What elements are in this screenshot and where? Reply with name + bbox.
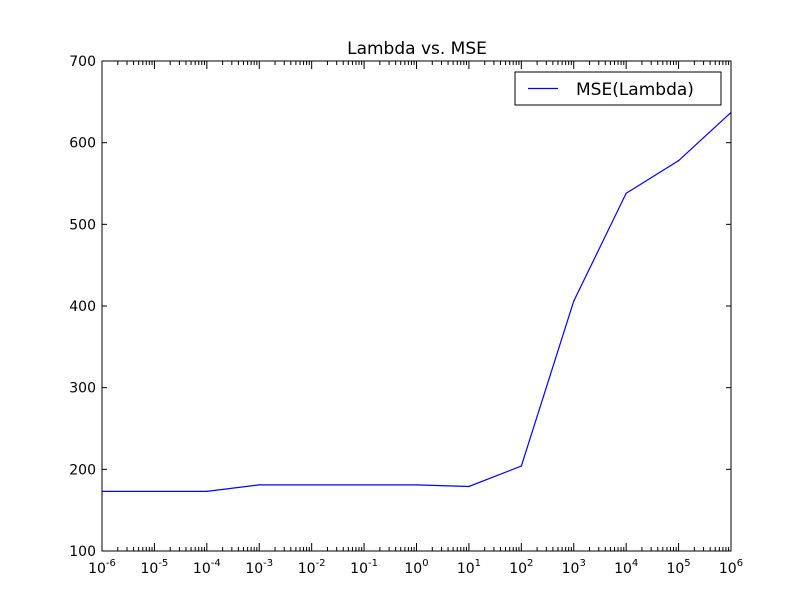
y-tick-label: 300 xyxy=(69,381,96,397)
data-point xyxy=(573,300,575,302)
x-tick-label: 103 xyxy=(562,558,586,577)
y-tick-label: 400 xyxy=(69,299,96,315)
x-tick-label: 10-1 xyxy=(350,558,378,577)
x-tick-exponent: 1 xyxy=(475,558,481,569)
x-axis: 10-6 10-5 10-4 10-3 10-2 10-1 100 101 102 103 104 1… xyxy=(88,61,743,577)
x-tick-label: 10-6 xyxy=(88,558,116,577)
x-tick-label: 10-3 xyxy=(245,558,273,577)
legend-label: MSE(Lambda) xyxy=(576,80,694,100)
x-tick-label: 10-4 xyxy=(193,558,221,577)
plot-series xyxy=(101,111,732,492)
x-tick-label: 104 xyxy=(614,558,638,577)
x-tick-base: 10 xyxy=(245,561,263,577)
chart-title: Lambda vs. MSE xyxy=(347,39,487,59)
x-tick-exponent: 0 xyxy=(422,558,428,569)
x-tick-base: 10 xyxy=(193,561,211,577)
x-tick-exponent: 5 xyxy=(684,558,690,569)
data-point xyxy=(677,160,680,162)
x-tick-exponent: -5 xyxy=(158,558,168,569)
y-tick-label: 200 xyxy=(69,462,96,478)
x-tick-exponent: -6 xyxy=(106,558,116,569)
y-tick-label: 700 xyxy=(69,54,96,70)
x-tick-label: 100 xyxy=(404,558,428,577)
x-tick-label: 101 xyxy=(457,558,481,577)
x-tick-exponent: 4 xyxy=(632,558,638,569)
x-tick-exponent: 3 xyxy=(579,558,585,569)
y-tick-label: 600 xyxy=(69,136,96,152)
x-tick-exponent: -2 xyxy=(316,558,326,569)
x-tick-base: 10 xyxy=(88,561,106,577)
data-point xyxy=(206,490,208,492)
legend: MSE(Lambda) xyxy=(514,71,722,106)
x-tick-label: 105 xyxy=(666,558,690,577)
series-line xyxy=(102,112,732,492)
x-tick-base: 10 xyxy=(457,561,475,577)
x-tick-base: 10 xyxy=(404,561,422,577)
y-axis: 100 200 300 400 500 600 700 xyxy=(69,54,731,560)
data-point xyxy=(625,192,627,194)
y-tick-label: 500 xyxy=(69,217,96,233)
x-tick-label: 10-5 xyxy=(141,558,169,577)
data-point xyxy=(258,484,260,486)
x-tick-base: 10 xyxy=(509,561,527,577)
x-tick-exponent: -4 xyxy=(211,558,221,569)
x-tick-base: 10 xyxy=(614,561,632,577)
x-tick-exponent: 6 xyxy=(737,558,743,569)
data-point xyxy=(468,485,470,488)
data-point xyxy=(415,484,418,486)
x-tick-base: 10 xyxy=(141,561,159,577)
x-tick-base: 10 xyxy=(298,561,316,577)
x-tick-base: 10 xyxy=(666,561,684,577)
x-tick-base: 10 xyxy=(719,561,737,577)
x-tick-exponent: -1 xyxy=(368,558,378,569)
x-tick-label: 106 xyxy=(719,558,743,577)
x-tick-exponent: -3 xyxy=(263,558,273,569)
x-tick-base: 10 xyxy=(350,561,368,577)
y-tick-label: 100 xyxy=(69,544,96,560)
plot-frame xyxy=(101,60,732,552)
data-point xyxy=(520,465,522,467)
x-tick-label: 102 xyxy=(509,558,533,577)
x-tick-base: 10 xyxy=(562,561,580,577)
x-tick-label: 10-2 xyxy=(298,558,326,577)
x-tick-exponent: 2 xyxy=(527,558,533,569)
